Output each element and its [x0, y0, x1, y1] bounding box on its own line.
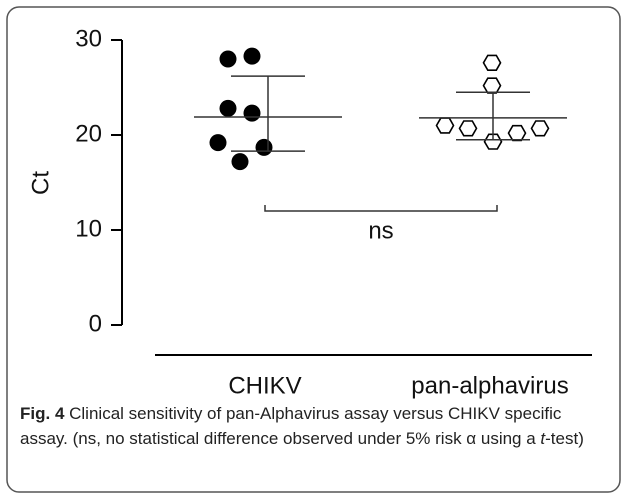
- point: [483, 133, 503, 150]
- significance-label: ns: [368, 217, 393, 244]
- caption-label: Fig. 4: [20, 404, 65, 423]
- y-tick-label: 0: [89, 310, 102, 337]
- point: [219, 50, 237, 68]
- frame: [6, 6, 621, 493]
- point: [255, 138, 273, 156]
- point: [219, 99, 237, 117]
- significance-bracket: [264, 205, 498, 212]
- y-tick-label: 30: [75, 25, 102, 52]
- point: [482, 54, 502, 71]
- point: [482, 77, 502, 94]
- point: [458, 120, 478, 137]
- y-tick-label: 10: [75, 215, 102, 242]
- point: [231, 153, 249, 171]
- caption: Fig. 4 Clinical sensitivity of pan-Alpha…: [20, 402, 610, 451]
- point: [530, 120, 550, 137]
- x-tick-label: pan-alphavirus: [411, 372, 568, 399]
- point: [507, 124, 527, 142]
- x-tick-label: CHIKV: [228, 372, 301, 399]
- caption-tail: -test): [545, 428, 584, 448]
- caption-text: Clinical sensitivity of pan-Alphavirus a…: [20, 404, 562, 448]
- point: [209, 134, 227, 152]
- point: [435, 117, 455, 134]
- y-tick-label: 20: [75, 120, 102, 147]
- caption-italic: t: [540, 428, 546, 448]
- point: [243, 47, 261, 65]
- point: [243, 104, 261, 122]
- y-axis-label: Ct: [27, 171, 54, 195]
